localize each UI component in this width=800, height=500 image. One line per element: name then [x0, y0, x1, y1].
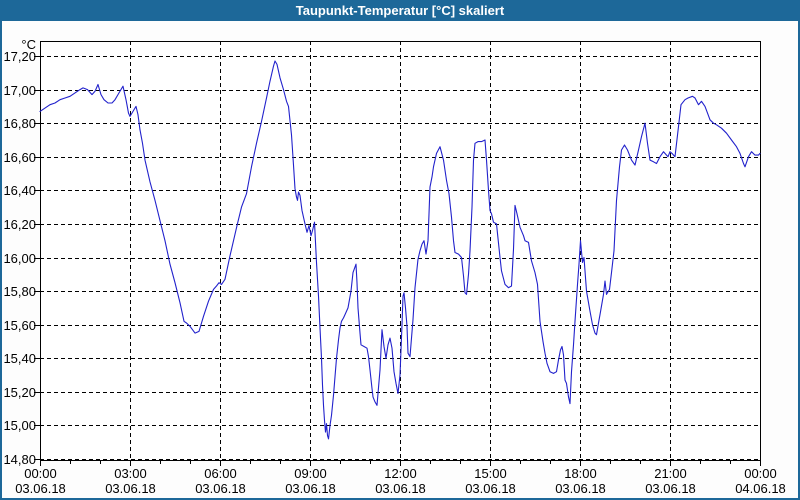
y-tick-label: 14,80: [3, 452, 36, 467]
x-tick-time-label: 06:00: [204, 466, 237, 481]
x-tick-time-label: 15:00: [474, 466, 507, 481]
y-tick-label: 15,80: [3, 284, 36, 299]
x-tick-date-label: 03.06.18: [465, 481, 516, 496]
y-axis-unit-label: °C: [21, 37, 36, 52]
x-tick-date-label: 03.06.18: [15, 481, 66, 496]
y-tick-label: 15,20: [3, 385, 36, 400]
x-tick-time-label: 00:00: [744, 466, 777, 481]
x-tick-date-label: 03.06.18: [285, 481, 336, 496]
x-tick-date-label: 03.06.18: [645, 481, 696, 496]
x-tick-date-label: 03.06.18: [195, 481, 246, 496]
y-tick-label: 15,60: [3, 318, 36, 333]
y-tick-label: 15,00: [3, 418, 36, 433]
x-tick-time-label: 18:00: [564, 466, 597, 481]
x-tick-date-label: 04.06.18: [735, 481, 786, 496]
y-tick-label: 16,40: [3, 183, 36, 198]
x-tick-date-label: 03.06.18: [555, 481, 606, 496]
line-chart: 17,20 17,00 16,80 16,60 16,40 16,20 16,00 15,80…: [3, 37, 786, 496]
chart-area: 17,20 17,00 16,80 16,60 16,40 16,20 16,00 15,80…: [0, 21, 800, 500]
y-tick-label: 16,00: [3, 251, 36, 266]
y-tick-label: 15,40: [3, 351, 36, 366]
chart-title: Taupunkt-Temperatur [°C] skaliert: [295, 3, 505, 18]
chart-title-bar: Taupunkt-Temperatur [°C] skaliert: [0, 0, 800, 21]
y-tick-label: 17,00: [3, 83, 36, 98]
y-tick-label: 16,60: [3, 150, 36, 165]
x-tick-date-label: 03.06.18: [375, 481, 426, 496]
plot-frame: [40, 41, 761, 461]
y-tick-label: 17,20: [3, 49, 36, 64]
x-tick-time-label: 09:00: [294, 466, 327, 481]
y-tick-label: 16,20: [3, 217, 36, 232]
y-tick-label: 16,80: [3, 116, 36, 131]
x-tick-time-label: 00:00: [24, 466, 57, 481]
x-tick-time-label: 21:00: [654, 466, 687, 481]
x-tick-date-label: 03.06.18: [105, 481, 156, 496]
temperature-series-line: [39, 60, 761, 440]
x-tick-time-label: 12:00: [384, 466, 417, 481]
plot-background: [40, 41, 760, 460]
x-tick-time-label: 03:00: [114, 466, 147, 481]
